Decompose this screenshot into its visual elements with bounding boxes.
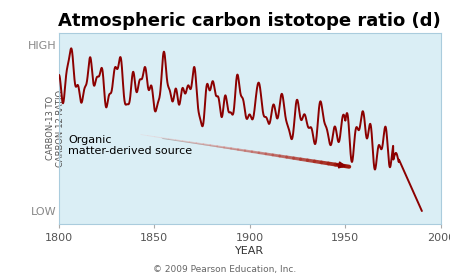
Text: Organic
matter-derived source: Organic matter-derived source — [68, 135, 192, 156]
Text: LOW: LOW — [31, 207, 57, 217]
X-axis label: YEAR: YEAR — [235, 246, 264, 256]
Text: © 2009 Pearson Education, Inc.: © 2009 Pearson Education, Inc. — [153, 265, 297, 273]
Title: Atmospheric carbon istotope ratio (d): Atmospheric carbon istotope ratio (d) — [58, 12, 441, 30]
Y-axis label: CARBON-13 TO
CARBON-12 RATIO: CARBON-13 TO CARBON-12 RATIO — [46, 90, 65, 167]
Text: HIGH: HIGH — [28, 41, 57, 51]
